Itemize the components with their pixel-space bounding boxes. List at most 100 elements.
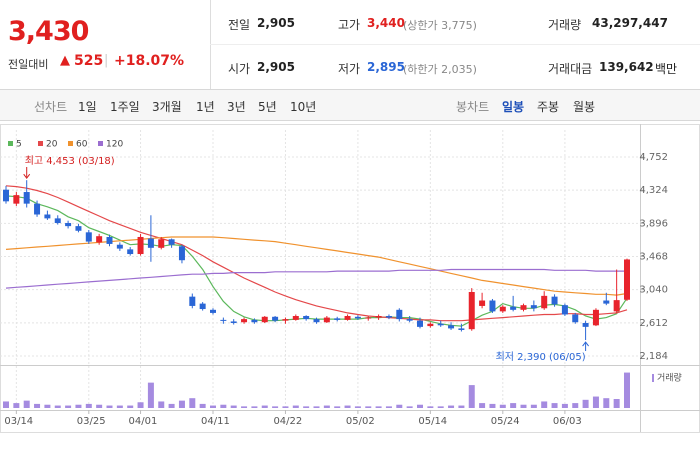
volume-bar bbox=[323, 405, 330, 408]
tab[interactable]: 일봉 bbox=[502, 100, 525, 114]
volume-bar bbox=[365, 406, 372, 408]
candle-body bbox=[230, 321, 237, 323]
candle-body bbox=[448, 325, 455, 329]
volume-bar bbox=[344, 405, 351, 408]
tab[interactable]: 5년 bbox=[258, 100, 277, 114]
volume-bar bbox=[427, 406, 434, 408]
candle-body bbox=[54, 218, 61, 224]
y-tick-label: 4,324 bbox=[639, 185, 668, 196]
candle-body bbox=[582, 322, 589, 327]
current-price: 3,430 bbox=[8, 16, 89, 47]
volume-bar bbox=[375, 406, 382, 408]
candle-body bbox=[127, 249, 134, 255]
candle-body bbox=[406, 319, 413, 321]
change-pct: +18.07% bbox=[114, 53, 185, 69]
stat-label: 시가 bbox=[228, 62, 251, 76]
volume-bar bbox=[572, 403, 579, 408]
candle-body bbox=[417, 320, 423, 327]
candle-body bbox=[365, 317, 372, 319]
candle-body bbox=[396, 309, 403, 320]
tab[interactable]: 3개월 bbox=[152, 100, 182, 114]
volume-bar bbox=[3, 401, 9, 408]
volume-bar bbox=[137, 402, 144, 408]
volume-bar bbox=[385, 406, 392, 408]
candle-body bbox=[272, 316, 279, 321]
candle-body bbox=[168, 239, 175, 245]
candle-body bbox=[251, 319, 258, 323]
candle-body bbox=[292, 316, 299, 320]
volume-bar bbox=[489, 403, 496, 408]
volume-bar bbox=[127, 405, 134, 408]
volume-bar bbox=[582, 399, 589, 408]
stat-note: (상한가 3,775) bbox=[403, 19, 477, 32]
volume-bar bbox=[34, 403, 41, 408]
candle-body bbox=[624, 259, 630, 300]
volume-bar bbox=[499, 404, 506, 408]
volume-bar bbox=[54, 405, 61, 408]
tab[interactable]: 1년 bbox=[196, 100, 215, 114]
volume-bar bbox=[261, 405, 268, 408]
candle-body bbox=[613, 300, 620, 312]
candle-body bbox=[3, 189, 9, 202]
volume-bar bbox=[241, 406, 248, 408]
volume-bar bbox=[168, 403, 175, 408]
volume-bar bbox=[334, 406, 341, 408]
candle-body bbox=[603, 300, 610, 304]
candle-body bbox=[437, 323, 444, 326]
volume-bar bbox=[210, 405, 216, 408]
annotation-arrowhead bbox=[23, 173, 31, 180]
tab[interactable]: 10년 bbox=[290, 100, 317, 114]
tab[interactable]: 월봉 bbox=[573, 100, 596, 114]
x-tick-label: 03/14 bbox=[4, 416, 33, 427]
x-tick-label: 05/14 bbox=[418, 416, 447, 427]
stat-value: 3,440 bbox=[367, 16, 405, 30]
candle-body bbox=[510, 306, 517, 310]
candle-body bbox=[261, 316, 268, 323]
stat-value: 139,642 bbox=[599, 60, 654, 74]
volume-bar bbox=[520, 404, 527, 408]
candle-body bbox=[75, 226, 82, 231]
volume-bar bbox=[75, 404, 82, 408]
volume-bar bbox=[510, 403, 517, 408]
annotation-arrowhead bbox=[582, 341, 589, 347]
candle-body bbox=[520, 305, 527, 310]
tab[interactable]: 주봉 bbox=[537, 100, 560, 114]
volume-bar bbox=[354, 406, 361, 408]
divider bbox=[210, 44, 700, 45]
candle-body bbox=[592, 309, 599, 326]
candle-body bbox=[375, 316, 382, 318]
stat-label: 전일 bbox=[228, 18, 251, 32]
legend-swatch bbox=[38, 141, 43, 146]
volume-bar bbox=[437, 406, 444, 408]
legend-swatch bbox=[98, 141, 103, 146]
candle-body bbox=[489, 300, 496, 312]
candle-body bbox=[178, 246, 185, 261]
volume-bar bbox=[468, 385, 475, 408]
y-tick-label: 2,184 bbox=[639, 351, 668, 362]
tab[interactable]: 3년 bbox=[227, 100, 246, 114]
candle-body bbox=[147, 238, 154, 248]
volume-bar bbox=[272, 406, 279, 408]
candle-body bbox=[551, 296, 558, 305]
candle-body bbox=[313, 319, 320, 323]
candle-body bbox=[85, 232, 92, 242]
candle-body bbox=[137, 236, 144, 255]
tab[interactable]: 1주일 bbox=[110, 100, 140, 114]
y-tick-label: 3,896 bbox=[639, 218, 668, 229]
volume-bar bbox=[178, 400, 185, 408]
volume-bar bbox=[23, 400, 30, 408]
candle-body bbox=[116, 244, 123, 249]
y-tick-label: 3,040 bbox=[639, 285, 668, 296]
stat-note: (하한가 2,035) bbox=[403, 63, 477, 76]
tab[interactable]: 1일 bbox=[78, 100, 97, 114]
y-tick-label: 3,468 bbox=[639, 252, 668, 263]
annotation: 최저 2,390 (06/05) bbox=[496, 351, 586, 363]
volume-bar bbox=[282, 406, 289, 408]
candle-body bbox=[354, 316, 361, 319]
volume-bar bbox=[106, 405, 113, 408]
candle-body bbox=[34, 203, 41, 215]
legend-swatch bbox=[68, 141, 73, 146]
stat-value: 2,905 bbox=[257, 60, 295, 74]
candle-body bbox=[241, 319, 248, 323]
volume-bar bbox=[448, 405, 455, 408]
